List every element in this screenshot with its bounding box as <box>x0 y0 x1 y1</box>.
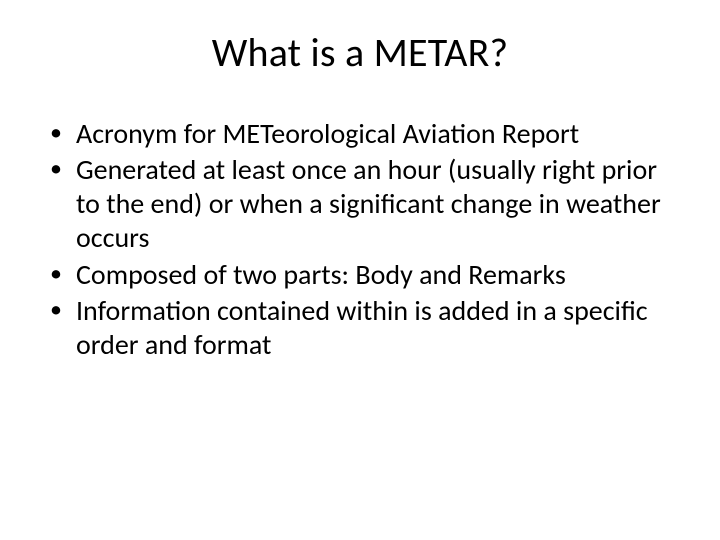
list-item: Composed of two parts: Body and Remarks <box>48 258 680 292</box>
list-item: Acronym for METeorological Aviation Repo… <box>48 117 680 151</box>
bullet-list: Acronym for METeorological Aviation Repo… <box>48 117 680 362</box>
list-item: Information contained within is added in… <box>48 294 680 362</box>
list-item: Generated at least once an hour (usually… <box>48 153 680 255</box>
slide: What is a METAR? Acronym for METeorologi… <box>0 0 720 540</box>
slide-title: What is a METAR? <box>40 28 680 77</box>
